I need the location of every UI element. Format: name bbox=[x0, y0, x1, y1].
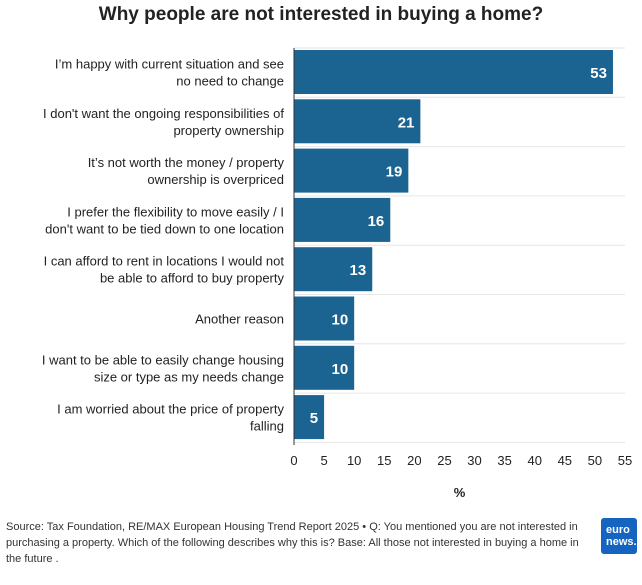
category-label: I’m happy with current situation and see… bbox=[55, 57, 284, 89]
bar bbox=[294, 395, 325, 440]
x-tick-label: 25 bbox=[437, 453, 451, 468]
category-label: It’s not worth the money / property owner… bbox=[88, 155, 285, 187]
data-label: 19 bbox=[386, 164, 403, 181]
x-tick-label: 35 bbox=[497, 453, 511, 468]
x-tick-label: 0 bbox=[290, 453, 297, 468]
bar bbox=[294, 99, 421, 144]
bar-chart: 53 I’m happy with current situation and s… bbox=[42, 47, 632, 500]
x-axis-label: % bbox=[454, 485, 466, 500]
data-label: 21 bbox=[398, 114, 415, 131]
data-label: 16 bbox=[368, 213, 385, 230]
x-tick-label: 20 bbox=[407, 453, 421, 468]
data-label: 5 bbox=[310, 410, 318, 427]
bar bbox=[294, 50, 613, 94]
data-label: 13 bbox=[350, 262, 367, 279]
x-tick-label: 15 bbox=[377, 453, 391, 468]
x-tick-label: 50 bbox=[588, 453, 602, 468]
category-label: I prefer the flexibility to move easily … bbox=[45, 204, 284, 236]
bar bbox=[294, 247, 373, 292]
bar bbox=[294, 148, 409, 193]
logo-line-2: news. bbox=[606, 536, 637, 548]
x-tick-label: 45 bbox=[558, 453, 572, 468]
data-label: 10 bbox=[331, 361, 348, 378]
data-label: 10 bbox=[331, 312, 348, 329]
category-label: Another reason bbox=[195, 312, 284, 327]
chart-title: Why people are not interested in buying … bbox=[98, 4, 544, 25]
bar bbox=[294, 296, 355, 341]
category-label: I am worried about the price of property… bbox=[57, 402, 284, 434]
category-label: I want to be able to easily change housi… bbox=[42, 352, 284, 384]
logo-line-1: euro bbox=[606, 524, 630, 536]
x-tick-label: 40 bbox=[527, 453, 541, 468]
data-label: 53 bbox=[590, 65, 607, 82]
bar bbox=[294, 345, 355, 390]
euronews-logo: euro news. bbox=[601, 518, 637, 554]
category-label: I don't want the ongoing responsibilitie… bbox=[43, 106, 284, 138]
x-tick-label: 30 bbox=[467, 453, 481, 468]
x-tick-label: 55 bbox=[618, 453, 632, 468]
x-tick-label: 10 bbox=[347, 453, 361, 468]
x-tick-label: 5 bbox=[320, 453, 327, 468]
category-label: I can afford to rent in locations I woul… bbox=[44, 254, 285, 286]
bar bbox=[294, 197, 391, 242]
source-note: Source: Tax Foundation, RE/MAX European … bbox=[6, 521, 579, 565]
